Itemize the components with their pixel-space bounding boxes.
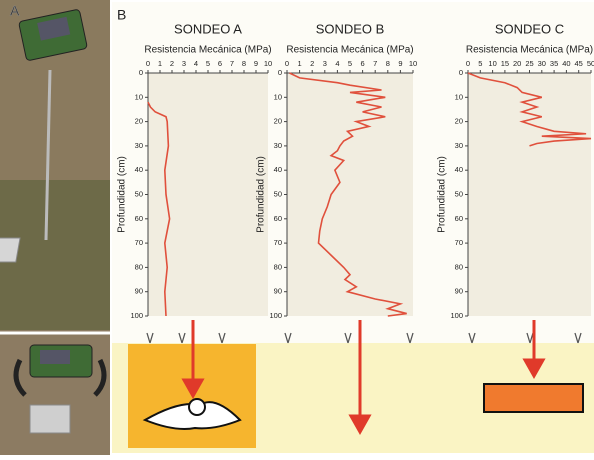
chart: SONDEO C Resistencia Mecánica (MPa) Profun… — [437, 21, 594, 320]
x-tick-label: 7 — [373, 59, 377, 68]
y-tick-label: 60 — [135, 214, 143, 223]
x-tick-label: 9 — [398, 59, 402, 68]
y-tick-label: 10 — [135, 92, 143, 101]
chart-title: SONDEO B — [316, 21, 385, 36]
x-axis-label: Resistencia Mecánica (MPa) — [286, 45, 413, 56]
y-tick-label: 100 — [450, 311, 463, 320]
x-tick-label: 9 — [254, 59, 258, 68]
profile-line — [289, 72, 407, 317]
y-tick-label: 80 — [455, 262, 463, 271]
y-tick-label: 30 — [135, 141, 143, 150]
x-tick-label: 10 — [488, 59, 496, 68]
x-tick-label: 20 — [513, 59, 521, 68]
x-tick-label: 0 — [146, 59, 150, 68]
y-tick-label: 50 — [455, 189, 463, 198]
y-tick-label: 50 — [274, 189, 282, 198]
y-tick-label: 30 — [274, 141, 282, 150]
y-tick-label: 90 — [135, 287, 143, 296]
x-tick-label: 15 — [501, 59, 509, 68]
y-tick-label: 90 — [455, 287, 463, 296]
x-tick-label: 6 — [361, 59, 365, 68]
chart: SONDEO B Resistencia Mecánica (MPa) Profun… — [256, 21, 418, 320]
y-tick-label: 40 — [274, 165, 282, 174]
x-axis-label: Resistencia Mecánica (MPa) — [466, 45, 593, 56]
y-tick-label: 80 — [135, 262, 143, 271]
y-tick-label: 10 — [455, 92, 463, 101]
y-tick-label: 70 — [455, 238, 463, 247]
x-tick-label: 5 — [206, 59, 210, 68]
x-tick-label: 0 — [285, 59, 289, 68]
y-tick-label: 20 — [455, 117, 463, 126]
y-tick-label: 100 — [269, 311, 282, 320]
y-tick-label: 20 — [274, 117, 282, 126]
y-tick-label: 20 — [135, 117, 143, 126]
y-tick-label: 60 — [455, 214, 463, 223]
x-tick-label: 3 — [182, 59, 186, 68]
y-axis-label: Profundidad (cm) — [437, 156, 448, 233]
x-tick-label: 3 — [323, 59, 327, 68]
x-tick-label: 30 — [538, 59, 546, 68]
y-tick-label: 0 — [459, 68, 463, 77]
y-tick-label: 50 — [135, 189, 143, 198]
charts: SONDEO A Resistencia Mecánica (MPa) Profun… — [117, 21, 594, 320]
x-tick-label: 2 — [170, 59, 174, 68]
x-tick-label: 2 — [310, 59, 314, 68]
chart-title: SONDEO A — [174, 21, 242, 36]
x-tick-label: 5 — [348, 59, 352, 68]
x-tick-label: 50 — [587, 59, 594, 68]
profile-line — [147, 101, 171, 317]
plot-area — [287, 73, 413, 316]
y-tick-label: 70 — [274, 238, 282, 247]
x-tick-label: 10 — [409, 59, 417, 68]
y-tick-label: 90 — [274, 287, 282, 296]
x-tick-label: 6 — [218, 59, 222, 68]
y-tick-label: 0 — [139, 68, 143, 77]
x-tick-label: 4 — [335, 59, 339, 68]
y-tick-label: 40 — [455, 165, 463, 174]
x-tick-label: 4 — [194, 59, 198, 68]
x-tick-label: 0 — [466, 59, 470, 68]
x-tick-label: 10 — [264, 59, 272, 68]
ground — [112, 320, 594, 453]
x-tick-label: 1 — [298, 59, 302, 68]
x-tick-label: 25 — [525, 59, 533, 68]
photo — [0, 0, 110, 455]
x-tick-label: 45 — [575, 59, 583, 68]
x-tick-label: 40 — [562, 59, 570, 68]
x-tick-label: 1 — [158, 59, 162, 68]
y-tick-label: 10 — [274, 92, 282, 101]
y-tick-label: 0 — [278, 68, 282, 77]
panel-label: A — [10, 3, 20, 19]
y-tick-label: 30 — [455, 141, 463, 150]
y-tick-label: 100 — [130, 311, 143, 320]
panel-label: B — [117, 7, 126, 23]
y-tick-label: 40 — [135, 165, 143, 174]
x-axis-label: Resistencia Mecánica (MPa) — [144, 45, 271, 56]
y-tick-label: 60 — [274, 214, 282, 223]
profile-line — [467, 72, 592, 147]
y-tick-label: 80 — [274, 262, 282, 271]
x-tick-label: 35 — [550, 59, 558, 68]
chart-title: SONDEO C — [495, 21, 564, 36]
x-tick-label: 7 — [230, 59, 234, 68]
y-axis-label: Profundidad (cm) — [117, 156, 128, 233]
y-axis-label: Profundidad (cm) — [256, 156, 267, 233]
x-tick-label: 8 — [242, 59, 246, 68]
plot-area — [148, 73, 268, 316]
x-tick-label: 8 — [386, 59, 390, 68]
x-tick-label: 5 — [478, 59, 482, 68]
y-tick-label: 70 — [135, 238, 143, 247]
chart: SONDEO A Resistencia Mecánica (MPa) Profun… — [117, 21, 273, 320]
